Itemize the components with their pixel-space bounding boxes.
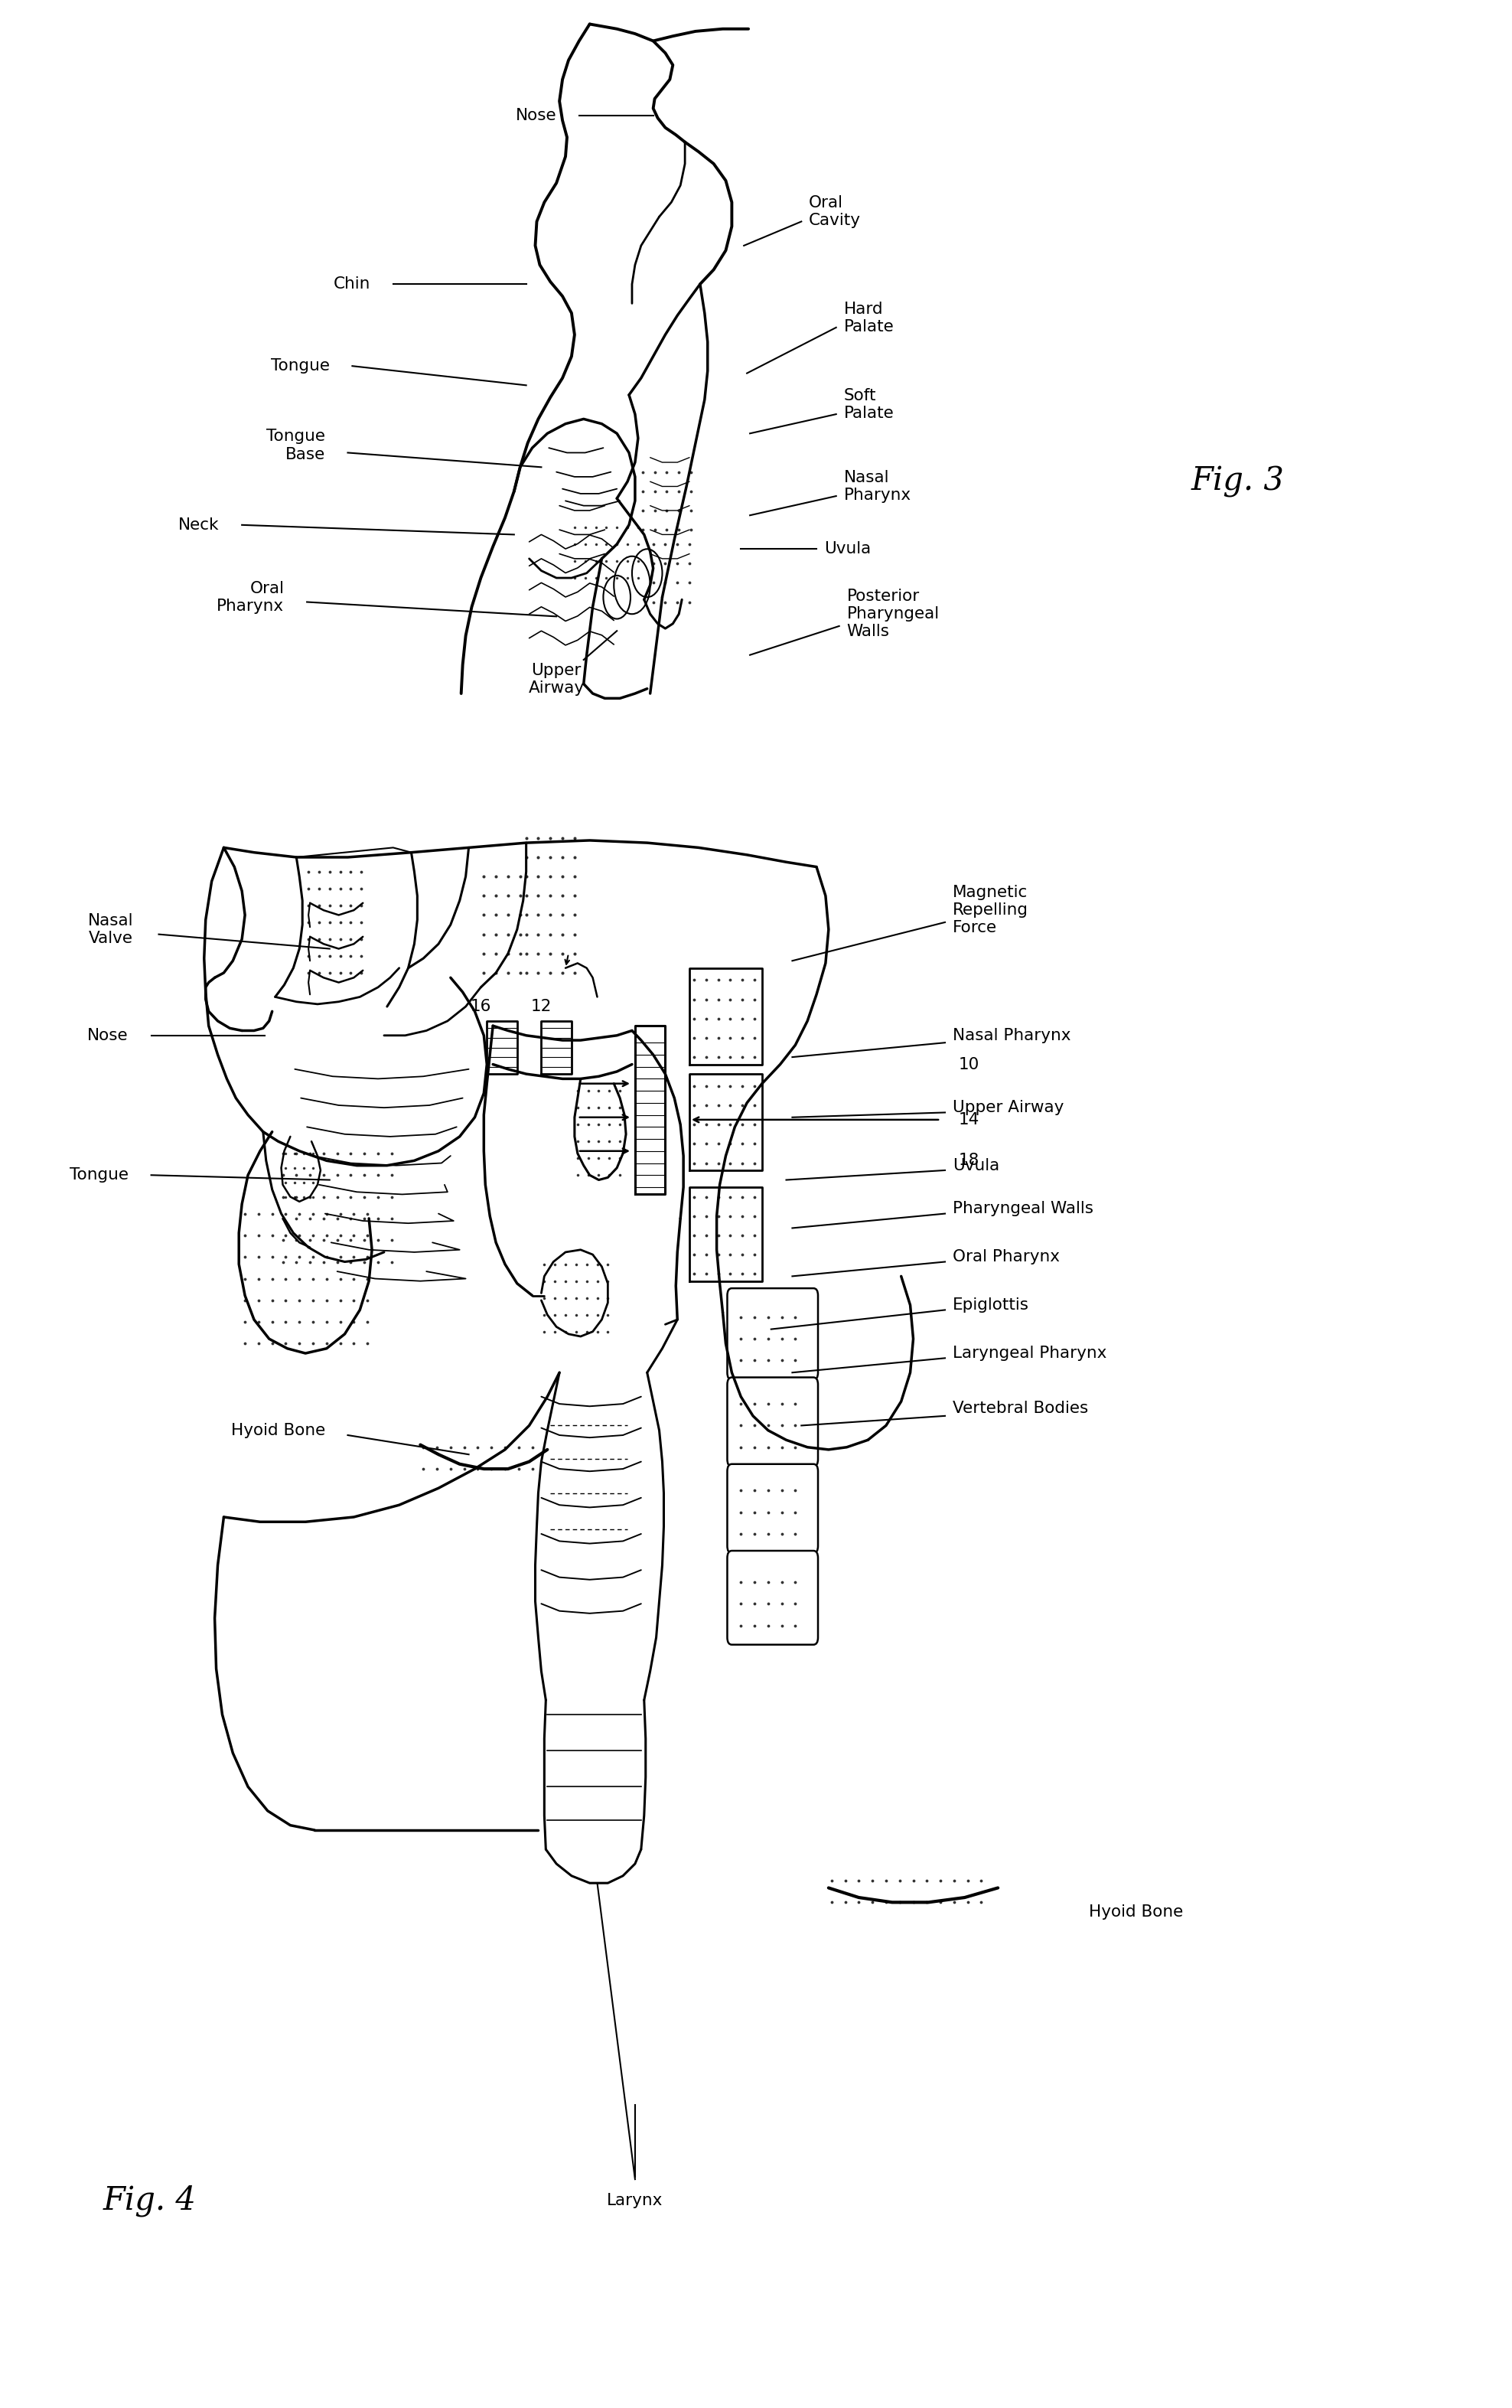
Text: 14: 14 <box>959 1112 980 1127</box>
Text: Nasal
Pharynx: Nasal Pharynx <box>844 470 912 503</box>
Text: Tongue: Tongue <box>271 359 330 373</box>
FancyBboxPatch shape <box>727 1464 818 1553</box>
Text: Fig. 3: Fig. 3 <box>1191 465 1285 498</box>
Text: Magnetic
Repelling
Force: Magnetic Repelling Force <box>953 884 1028 937</box>
Text: Nose: Nose <box>516 108 556 123</box>
Text: Fig. 4: Fig. 4 <box>103 2184 197 2218</box>
Text: Tongue: Tongue <box>70 1168 129 1182</box>
Text: 12: 12 <box>531 999 552 1014</box>
Text: Oral
Pharynx: Oral Pharynx <box>216 580 284 614</box>
Text: 16: 16 <box>470 999 491 1014</box>
Text: Tongue
Base: Tongue Base <box>266 429 325 462</box>
Text: Hard
Palate: Hard Palate <box>844 301 894 335</box>
Text: Laryngeal Pharynx: Laryngeal Pharynx <box>953 1346 1107 1361</box>
Text: Larynx: Larynx <box>606 2194 664 2208</box>
Text: Epiglottis: Epiglottis <box>953 1298 1030 1312</box>
Text: Upper Airway: Upper Airway <box>953 1100 1064 1115</box>
Text: Oral Pharynx: Oral Pharynx <box>953 1250 1060 1264</box>
Text: Nasal
Valve: Nasal Valve <box>88 913 133 946</box>
Text: 10: 10 <box>959 1057 980 1072</box>
Text: Soft
Palate: Soft Palate <box>844 388 894 421</box>
FancyBboxPatch shape <box>727 1551 818 1645</box>
FancyBboxPatch shape <box>727 1288 818 1380</box>
Text: Upper
Airway: Upper Airway <box>528 662 585 696</box>
Text: Posterior
Pharyngeal
Walls: Posterior Pharyngeal Walls <box>847 588 939 641</box>
Text: Oral
Cavity: Oral Cavity <box>809 195 860 229</box>
Text: Vertebral Bodies: Vertebral Bodies <box>953 1401 1089 1416</box>
Text: Hyoid Bone: Hyoid Bone <box>231 1423 325 1438</box>
Text: Nasal Pharynx: Nasal Pharynx <box>953 1028 1070 1043</box>
Text: 18: 18 <box>959 1153 980 1168</box>
Text: Neck: Neck <box>178 518 219 532</box>
Text: Chin: Chin <box>334 277 370 291</box>
Text: Uvula: Uvula <box>824 542 871 556</box>
Text: Uvula: Uvula <box>953 1158 999 1173</box>
Text: Pharyngeal Walls: Pharyngeal Walls <box>953 1202 1093 1216</box>
FancyBboxPatch shape <box>727 1377 818 1466</box>
Text: Hyoid Bone: Hyoid Bone <box>1089 1905 1182 1919</box>
Text: Nose: Nose <box>88 1028 129 1043</box>
